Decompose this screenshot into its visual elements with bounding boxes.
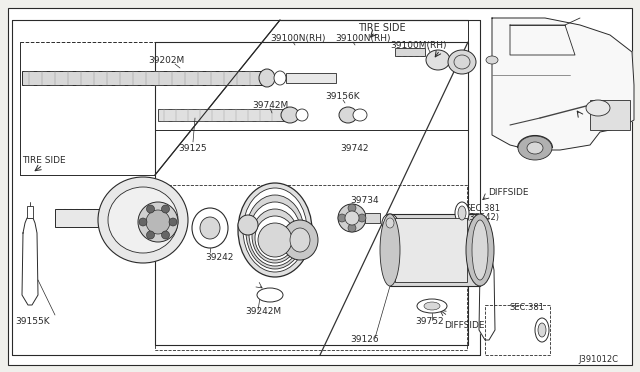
Ellipse shape xyxy=(252,209,298,263)
Ellipse shape xyxy=(147,205,154,213)
Bar xyxy=(158,109,288,121)
Ellipse shape xyxy=(238,215,258,235)
Ellipse shape xyxy=(146,210,170,234)
Bar xyxy=(590,100,630,130)
Bar xyxy=(485,305,550,355)
Ellipse shape xyxy=(108,187,178,253)
Text: TIRE SIDE: TIRE SIDE xyxy=(22,155,66,164)
Ellipse shape xyxy=(274,71,286,85)
Ellipse shape xyxy=(200,217,220,239)
Ellipse shape xyxy=(339,107,357,123)
Ellipse shape xyxy=(338,214,346,222)
Ellipse shape xyxy=(348,204,356,212)
Text: 39742M: 39742M xyxy=(252,100,288,109)
Ellipse shape xyxy=(527,142,543,154)
Ellipse shape xyxy=(486,56,498,64)
Ellipse shape xyxy=(147,231,154,239)
Ellipse shape xyxy=(424,302,440,310)
Ellipse shape xyxy=(538,323,546,337)
Text: 39100M(RH): 39100M(RH) xyxy=(390,41,447,49)
Ellipse shape xyxy=(249,202,301,266)
Bar xyxy=(55,209,133,227)
Text: 39242M: 39242M xyxy=(245,308,281,317)
Ellipse shape xyxy=(169,218,177,226)
Ellipse shape xyxy=(338,204,366,232)
Text: (38542): (38542) xyxy=(466,212,499,221)
Ellipse shape xyxy=(161,231,170,239)
Ellipse shape xyxy=(296,109,308,121)
Text: 39155K: 39155K xyxy=(15,317,50,327)
Ellipse shape xyxy=(138,202,178,242)
Ellipse shape xyxy=(455,202,469,224)
Text: J391012C: J391012C xyxy=(578,356,618,365)
Ellipse shape xyxy=(586,100,610,116)
Polygon shape xyxy=(22,218,38,305)
Ellipse shape xyxy=(518,136,552,160)
Polygon shape xyxy=(479,255,495,340)
Bar xyxy=(27,206,33,218)
Text: 39742: 39742 xyxy=(340,144,369,153)
Ellipse shape xyxy=(238,183,312,277)
Ellipse shape xyxy=(243,188,307,272)
Bar xyxy=(155,185,467,350)
Bar xyxy=(22,71,267,85)
Text: 39126: 39126 xyxy=(350,336,379,344)
Ellipse shape xyxy=(466,214,494,286)
Ellipse shape xyxy=(246,195,304,269)
Ellipse shape xyxy=(386,218,394,228)
Ellipse shape xyxy=(255,216,295,260)
Text: 39125: 39125 xyxy=(178,144,207,153)
Bar xyxy=(395,218,467,282)
Text: SEC.381: SEC.381 xyxy=(510,304,545,312)
Ellipse shape xyxy=(417,299,447,313)
Text: 39100N(RH): 39100N(RH) xyxy=(270,33,326,42)
Ellipse shape xyxy=(192,208,228,248)
Polygon shape xyxy=(492,18,634,150)
Bar xyxy=(365,213,380,223)
Ellipse shape xyxy=(282,220,318,260)
Text: 39234: 39234 xyxy=(132,190,161,199)
Text: 39156K: 39156K xyxy=(325,92,360,100)
Ellipse shape xyxy=(161,205,170,213)
Text: 39734: 39734 xyxy=(350,196,379,205)
Text: DIFFSIDE: DIFFSIDE xyxy=(488,187,529,196)
Ellipse shape xyxy=(345,211,359,225)
Ellipse shape xyxy=(139,218,147,226)
Text: 39100N(RH): 39100N(RH) xyxy=(335,33,390,42)
Ellipse shape xyxy=(448,50,476,74)
Ellipse shape xyxy=(258,223,292,257)
Ellipse shape xyxy=(290,228,310,252)
Ellipse shape xyxy=(353,109,367,121)
Bar xyxy=(484,243,490,255)
Text: TIRE SIDE: TIRE SIDE xyxy=(358,23,406,33)
Bar xyxy=(390,214,480,286)
Text: 39202M: 39202M xyxy=(148,55,184,64)
Text: 39752: 39752 xyxy=(415,317,444,327)
Text: 39242: 39242 xyxy=(205,253,234,263)
Ellipse shape xyxy=(259,69,275,87)
Ellipse shape xyxy=(535,318,549,342)
Bar xyxy=(286,73,336,83)
Ellipse shape xyxy=(426,50,450,70)
Text: DIFFSIDE: DIFFSIDE xyxy=(444,321,484,330)
Ellipse shape xyxy=(98,177,188,263)
Ellipse shape xyxy=(257,288,283,302)
Ellipse shape xyxy=(348,224,356,232)
Ellipse shape xyxy=(454,55,470,69)
Ellipse shape xyxy=(380,214,400,286)
Ellipse shape xyxy=(358,214,366,222)
Ellipse shape xyxy=(382,214,398,232)
Text: SEC.381: SEC.381 xyxy=(466,203,501,212)
Ellipse shape xyxy=(281,107,299,123)
Bar xyxy=(395,48,425,56)
Ellipse shape xyxy=(472,220,488,280)
Ellipse shape xyxy=(458,206,466,220)
